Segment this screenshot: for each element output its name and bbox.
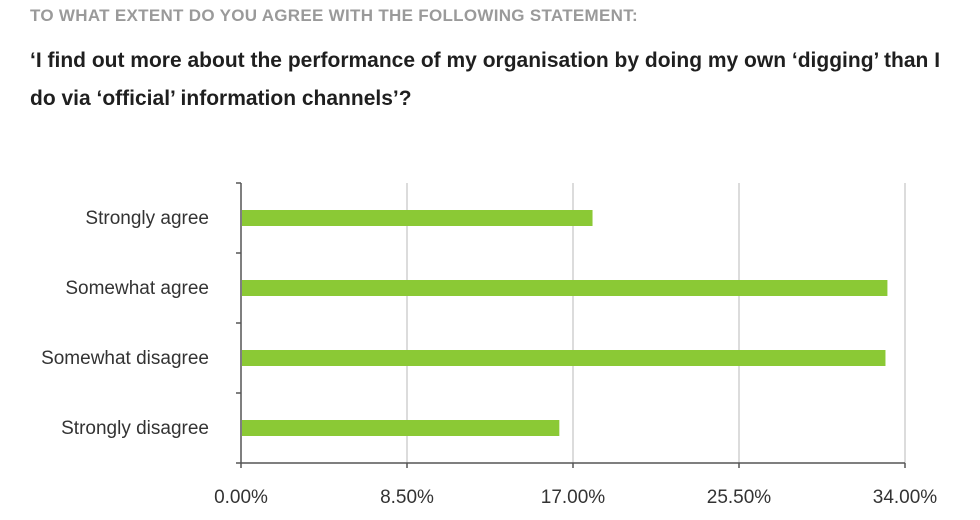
grid-lines bbox=[406, 183, 906, 463]
x-tick-label: 17.00% bbox=[541, 487, 606, 508]
x-tick-label: 34.00% bbox=[873, 487, 938, 508]
labels: Strongly agree Somewhat agree Somewhat dis… bbox=[41, 208, 937, 508]
category-label: Strongly disagree bbox=[61, 418, 209, 439]
category-label: Somewhat agree bbox=[65, 278, 209, 299]
chart-heading: TO WHAT EXTENT DO YOU AGREE WITH THE FOL… bbox=[30, 6, 638, 25]
x-tick-label: 0.00% bbox=[214, 487, 268, 508]
category-label: Somewhat disagree bbox=[41, 348, 209, 369]
x-tick-label: 25.50% bbox=[707, 487, 772, 508]
chart-question: ‘I find out more about the performance o… bbox=[30, 49, 941, 110]
bars bbox=[242, 210, 888, 436]
bar bbox=[242, 280, 888, 296]
axes bbox=[236, 182, 906, 468]
category-label: Strongly agree bbox=[85, 208, 209, 229]
bar bbox=[242, 420, 560, 436]
bar bbox=[242, 210, 593, 226]
x-tick-label: 8.50% bbox=[380, 487, 434, 508]
bar bbox=[242, 350, 886, 366]
